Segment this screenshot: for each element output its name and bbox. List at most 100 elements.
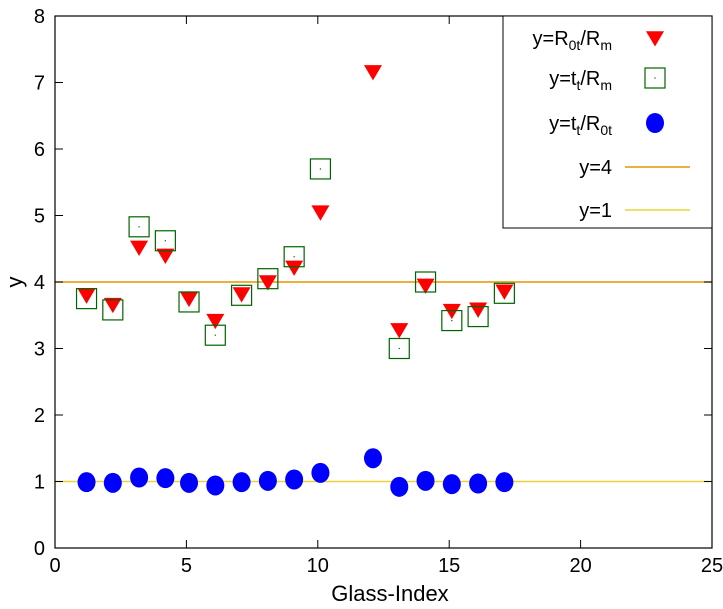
y-tick-label-3: 3 bbox=[34, 339, 45, 361]
series-2-point-5 bbox=[178, 291, 200, 313]
axes-layer: 0 5 10 15 20 25 0 1 2 3 4 5 6 7 8 bbox=[34, 6, 723, 577]
series-2-point-1-dot bbox=[85, 298, 88, 300]
series-1-point-1 bbox=[77, 288, 96, 304]
y-tick-label-7: 7 bbox=[34, 73, 45, 95]
series-2-point-9-dot bbox=[293, 256, 295, 258]
legend-label-series-2: y=tt/Rm bbox=[549, 68, 612, 93]
series-3-point-13 bbox=[416, 470, 435, 491]
x-axis-title: Glass-Index bbox=[331, 581, 448, 606]
series-2-point-13-dot bbox=[451, 319, 453, 322]
series-1-point-6 bbox=[206, 313, 225, 330]
series-2-point-9 bbox=[283, 246, 305, 268]
series-2-point-13-box bbox=[441, 309, 463, 332]
legend-symbol-series-1 bbox=[646, 31, 664, 47]
series-2-point-4 bbox=[154, 230, 176, 252]
series-2-point-4-dot bbox=[164, 240, 166, 242]
series-3-point-9 bbox=[285, 469, 304, 490]
series-2-point-6-box bbox=[204, 324, 226, 346]
series-3-point-5 bbox=[180, 472, 199, 493]
legend-label-series-3: y=tt/R0t bbox=[549, 113, 612, 138]
series-1-point-5 bbox=[180, 291, 199, 308]
series-2-point-3-box bbox=[128, 216, 150, 238]
series-2-point-13 bbox=[441, 309, 463, 332]
series-2-point-7-dot bbox=[240, 294, 243, 296]
x-tick-label-5: 5 bbox=[181, 555, 192, 577]
series-2-point-1-box bbox=[75, 288, 98, 310]
series-3-point-6 bbox=[206, 475, 225, 496]
y-tick-label-8: 8 bbox=[34, 6, 45, 28]
series-2-point-8-dot bbox=[267, 278, 269, 280]
legend-label-hline-1: y=4 bbox=[579, 157, 612, 179]
series-2-point-14 bbox=[467, 305, 489, 328]
series-2-point-1 bbox=[75, 288, 98, 310]
series-2-point-11 bbox=[388, 337, 410, 360]
series-2-point-10-dot bbox=[319, 168, 322, 170]
plot-marks-layer bbox=[75, 65, 515, 497]
series-2-point-7-box bbox=[230, 284, 253, 306]
series-3-point-4 bbox=[156, 468, 175, 489]
y-tick-label-4: 4 bbox=[34, 272, 45, 294]
legend-symbol-series-2 bbox=[644, 67, 666, 89]
series-2-point-10 bbox=[309, 158, 332, 180]
y-tick-label-5: 5 bbox=[34, 206, 45, 228]
series-2-point-3 bbox=[128, 216, 150, 238]
series-2-point-12 bbox=[414, 271, 437, 293]
series-2-point-5-dot bbox=[188, 301, 190, 303]
series-3-point-1 bbox=[77, 472, 96, 493]
series-2-point-6 bbox=[204, 324, 226, 346]
series-2-point-2 bbox=[102, 299, 124, 321]
series-1-point-8 bbox=[258, 275, 277, 291]
series-3-point-7 bbox=[232, 472, 251, 493]
legend-symbol-series-2-dot bbox=[654, 77, 656, 79]
x-tick-label-20: 20 bbox=[569, 555, 591, 577]
series-2-point-15-box bbox=[493, 282, 515, 304]
x-tick-label-0: 0 bbox=[49, 555, 60, 577]
series-3-point-3 bbox=[130, 467, 149, 488]
x-tick-label-10: 10 bbox=[307, 555, 329, 577]
y-axis-title: y bbox=[2, 277, 27, 288]
series-1-point-16 bbox=[495, 284, 514, 300]
legend-label-hline-2: y=1 bbox=[579, 200, 612, 222]
series-3-point-16 bbox=[495, 472, 514, 493]
series-2-point-3-dot bbox=[138, 226, 140, 228]
series-2-point-6-dot bbox=[214, 334, 216, 336]
y-tick-label-0: 0 bbox=[34, 538, 45, 560]
series-1-point-9 bbox=[285, 260, 304, 276]
series-1-point-3 bbox=[130, 240, 149, 256]
legend-symbol-series-3 bbox=[646, 113, 664, 133]
series-3-point-10 bbox=[311, 462, 330, 483]
series-2-point-14-box bbox=[467, 305, 489, 328]
series-1-point-10 bbox=[311, 205, 330, 221]
plot-lines-layer bbox=[55, 281, 712, 483]
series-1-point-14 bbox=[442, 303, 461, 320]
series-2-point-8-box bbox=[257, 268, 279, 290]
series-3-point-11 bbox=[363, 448, 382, 469]
series-1-point-11 bbox=[363, 65, 382, 81]
series-2-point-11-box bbox=[388, 337, 410, 360]
y-tick-label-6: 6 bbox=[34, 139, 45, 161]
legend: y=R0t/Rm y=tt/Rm y=tt/R0t y=4 y=1 bbox=[502, 15, 713, 229]
legend-label-series-1: y=R0t/Rm bbox=[533, 28, 612, 53]
series-2-point-15-dot bbox=[503, 292, 505, 294]
series-3-point-12 bbox=[390, 476, 409, 497]
series-3-point-2 bbox=[103, 472, 122, 493]
series-2-point-15 bbox=[493, 282, 515, 304]
series-2-point-5-box bbox=[178, 291, 200, 313]
x-tick-label-25: 25 bbox=[701, 555, 723, 577]
series-2-point-9-box bbox=[283, 246, 305, 268]
y-tick-label-2: 2 bbox=[34, 405, 45, 427]
series-2-point-4-box bbox=[154, 230, 176, 252]
x-tick-label-15: 15 bbox=[438, 555, 460, 577]
series-1-point-15 bbox=[469, 302, 488, 318]
series-2-point-8 bbox=[257, 268, 279, 290]
series-1-point-13 bbox=[416, 278, 435, 294]
series-3-point-15 bbox=[469, 473, 488, 494]
legend-symbol-series-2-box bbox=[644, 67, 666, 89]
series-3-point-8 bbox=[258, 470, 277, 491]
series-2-point-2-box bbox=[102, 299, 124, 321]
series-1-point-2 bbox=[103, 297, 122, 314]
series-1-point-12 bbox=[390, 323, 409, 339]
legend-box bbox=[502, 15, 713, 229]
series-1-point-4 bbox=[156, 248, 175, 264]
